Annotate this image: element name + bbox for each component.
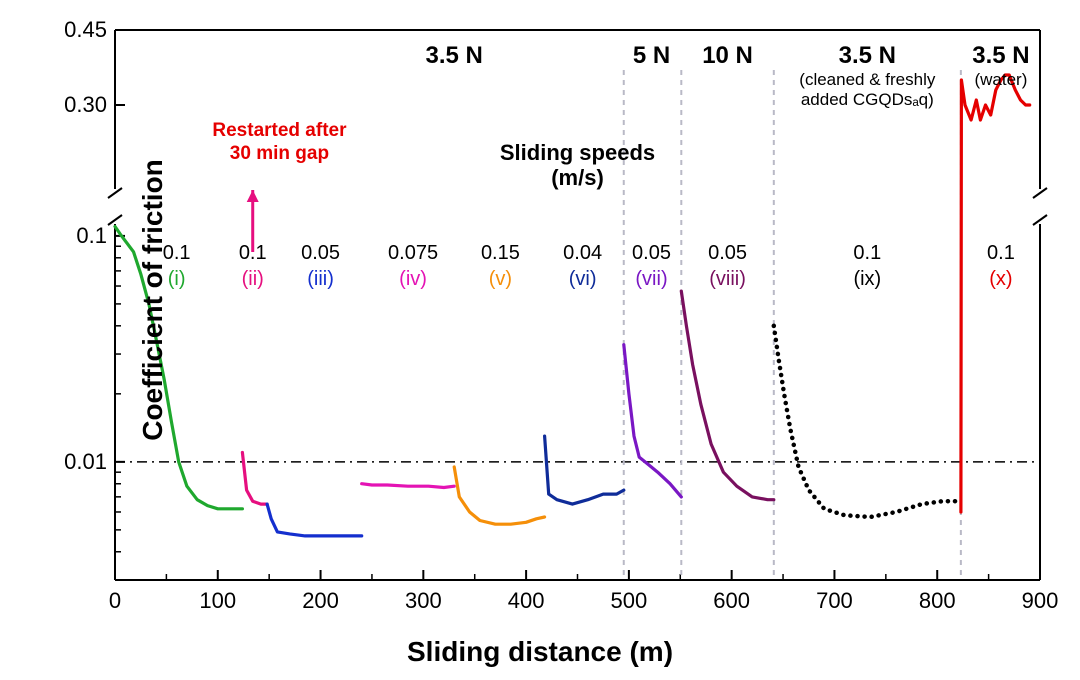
series-roman: (v) xyxy=(489,268,512,291)
x-tick-label: 100 xyxy=(199,588,236,614)
x-tick-label: 200 xyxy=(302,588,339,614)
speed-value: 0.075 xyxy=(388,242,438,265)
load-label: 10 N xyxy=(702,42,753,70)
series-roman: (ii) xyxy=(242,268,264,291)
speed-value: 0.04 xyxy=(563,242,602,265)
x-tick-label: 700 xyxy=(816,588,853,614)
plot-area xyxy=(115,30,1040,580)
friction-chart: Coefficient of friction Sliding distance… xyxy=(0,0,1080,680)
x-tick-label: 600 xyxy=(713,588,750,614)
y-tick-label: 0.01 xyxy=(64,449,107,475)
restart-annotation: Restarted after30 min gap xyxy=(212,120,346,166)
y-tick-label: 0.45 xyxy=(64,17,107,43)
speed-header: Sliding speeds(m/s) xyxy=(500,140,655,191)
speed-value: 0.1 xyxy=(163,242,191,265)
series-roman: (ix) xyxy=(853,268,881,291)
y-axis-label: Coefficient of friction xyxy=(137,159,169,441)
series-roman: (iv) xyxy=(399,268,427,291)
load-sublabel: (water) xyxy=(974,70,1027,90)
x-tick-label: 500 xyxy=(611,588,648,614)
plot-svg xyxy=(115,30,1040,580)
load-label: 5 N xyxy=(633,42,670,70)
series-roman: (x) xyxy=(989,268,1012,291)
speed-value: 0.1 xyxy=(239,242,267,265)
speed-value: 0.1 xyxy=(853,242,881,265)
x-tick-label: 400 xyxy=(508,588,545,614)
series-roman: (vii) xyxy=(635,268,667,291)
y-tick-label: 0.30 xyxy=(64,92,107,118)
speed-value: 0.15 xyxy=(481,242,520,265)
load-label: 3.5 N xyxy=(972,42,1029,70)
load-label: 3.5 N xyxy=(839,42,896,70)
series-roman: (vi) xyxy=(569,268,597,291)
load-sublabel: (cleaned & freshlyadded CGQDsₐq) xyxy=(799,70,935,109)
y-tick-label: 0.1 xyxy=(76,223,107,249)
speed-value: 0.05 xyxy=(632,242,671,265)
series-roman: (viii) xyxy=(709,268,746,291)
speed-value: 0.05 xyxy=(301,242,340,265)
x-tick-label: 800 xyxy=(919,588,956,614)
load-label: 3.5 N xyxy=(425,42,482,70)
x-axis-label: Sliding distance (m) xyxy=(0,636,1080,668)
speed-value: 0.1 xyxy=(987,242,1015,265)
speed-value: 0.05 xyxy=(708,242,747,265)
x-tick-label: 900 xyxy=(1022,588,1059,614)
x-tick-label: 0 xyxy=(109,588,121,614)
series-roman: (iii) xyxy=(307,268,334,291)
series-roman: (i) xyxy=(168,268,186,291)
x-tick-label: 300 xyxy=(405,588,442,614)
